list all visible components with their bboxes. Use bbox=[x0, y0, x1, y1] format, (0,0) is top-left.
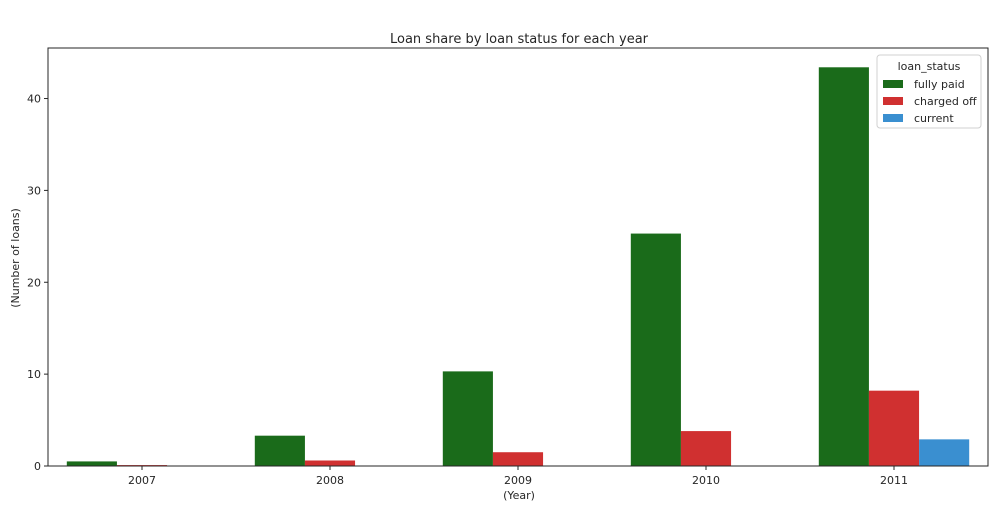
legend-label-fully-paid: fully paid bbox=[914, 78, 965, 91]
legend-swatch-charged-off bbox=[883, 97, 903, 105]
x-tick-label: 2007 bbox=[128, 474, 156, 487]
bar-charged-off-2008 bbox=[304, 460, 356, 466]
y-tick-label: 0 bbox=[34, 460, 41, 473]
y-axis-label: (Number of loans) bbox=[9, 208, 22, 308]
x-tick-label: 2011 bbox=[880, 474, 908, 487]
y-tick-label: 30 bbox=[27, 184, 41, 197]
bar-fully-paid-2008 bbox=[254, 435, 305, 466]
y-tick-label: 20 bbox=[27, 276, 41, 289]
bar-current-2011 bbox=[919, 439, 970, 466]
chart-title: Loan share by loan status for each year bbox=[390, 32, 649, 47]
legend-label-charged-off: charged off bbox=[914, 95, 977, 108]
y-tick-label: 40 bbox=[27, 93, 41, 106]
bars-group bbox=[66, 67, 970, 466]
y-tick-label: 10 bbox=[27, 368, 41, 381]
bar-charged-off-2010 bbox=[680, 431, 732, 466]
legend-box bbox=[876, 54, 982, 129]
axes-group: 0 10 20 30 40 2007 2008 2009 2010 2011 bbox=[27, 47, 989, 487]
x-tick-label: 2008 bbox=[316, 474, 344, 487]
bar-fully-paid-2009 bbox=[442, 371, 493, 466]
legend-swatch-current bbox=[883, 114, 903, 122]
legend-swatch-fully-paid bbox=[883, 80, 903, 88]
legend-title: loan_status bbox=[898, 60, 961, 73]
bar-fully-paid-2010 bbox=[630, 233, 681, 466]
bar-fully-paid-2011 bbox=[818, 67, 869, 466]
x-tick-label: 2010 bbox=[692, 474, 720, 487]
bar-charged-off-2009 bbox=[492, 452, 544, 466]
bar-charged-off-2011 bbox=[868, 390, 920, 466]
x-tick-label: 2009 bbox=[504, 474, 532, 487]
legend-label-current: current bbox=[914, 112, 954, 125]
bar-fully-paid-2007 bbox=[66, 461, 117, 466]
x-axis-label: (Year) bbox=[503, 489, 535, 502]
